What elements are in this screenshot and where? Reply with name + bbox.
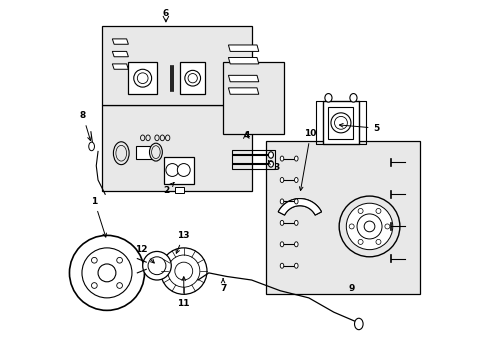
Polygon shape (228, 45, 258, 51)
Ellipse shape (280, 263, 283, 268)
Circle shape (167, 255, 200, 287)
Ellipse shape (280, 220, 283, 225)
Circle shape (142, 251, 171, 280)
Ellipse shape (113, 142, 129, 165)
Circle shape (160, 248, 206, 294)
Ellipse shape (140, 135, 144, 141)
Ellipse shape (294, 263, 298, 268)
Circle shape (375, 208, 380, 213)
Ellipse shape (88, 142, 94, 151)
Circle shape (69, 235, 144, 310)
Polygon shape (112, 64, 128, 69)
Bar (128, 62, 157, 94)
Circle shape (357, 208, 363, 213)
Ellipse shape (280, 156, 283, 161)
Circle shape (98, 264, 116, 282)
Text: 1: 1 (91, 197, 106, 237)
Text: 13: 13 (176, 231, 190, 253)
Circle shape (134, 69, 151, 87)
Circle shape (91, 257, 97, 263)
Polygon shape (228, 75, 258, 82)
Circle shape (339, 196, 399, 257)
Bar (102, 26, 251, 105)
Text: 8: 8 (80, 111, 91, 140)
Ellipse shape (155, 135, 159, 141)
Bar (223, 62, 283, 134)
Polygon shape (278, 199, 321, 215)
Ellipse shape (294, 242, 298, 247)
Text: 12: 12 (134, 245, 154, 263)
Bar (102, 105, 251, 191)
Circle shape (91, 283, 97, 288)
Ellipse shape (165, 135, 169, 141)
Ellipse shape (294, 177, 298, 183)
Ellipse shape (149, 143, 162, 161)
Circle shape (165, 163, 179, 176)
Bar (135, 146, 151, 159)
Circle shape (188, 73, 197, 83)
Text: 11: 11 (177, 277, 190, 308)
Circle shape (177, 163, 190, 176)
Text: 9: 9 (348, 284, 354, 293)
Ellipse shape (280, 199, 283, 204)
Ellipse shape (116, 145, 126, 161)
Ellipse shape (294, 220, 298, 225)
Text: 2: 2 (163, 183, 174, 195)
Bar (180, 62, 205, 94)
Ellipse shape (268, 161, 273, 167)
Ellipse shape (280, 177, 283, 183)
Circle shape (375, 239, 380, 244)
Circle shape (384, 224, 389, 229)
Circle shape (175, 262, 192, 280)
Circle shape (330, 113, 350, 133)
Circle shape (137, 73, 148, 84)
Polygon shape (278, 199, 321, 215)
Ellipse shape (160, 135, 164, 141)
Polygon shape (112, 51, 128, 57)
Circle shape (117, 257, 122, 263)
Text: 5: 5 (339, 123, 379, 133)
Circle shape (357, 239, 363, 244)
Bar (175, 187, 183, 193)
Circle shape (356, 214, 381, 239)
Circle shape (334, 116, 346, 129)
Ellipse shape (145, 135, 150, 141)
Text: 10: 10 (299, 129, 316, 190)
Ellipse shape (354, 318, 363, 330)
Polygon shape (228, 58, 258, 64)
Ellipse shape (324, 94, 331, 102)
Text: 4: 4 (243, 131, 249, 140)
Ellipse shape (294, 199, 298, 204)
Polygon shape (112, 39, 128, 44)
Ellipse shape (294, 156, 298, 161)
Bar (231, 150, 274, 169)
Bar (323, 102, 358, 144)
Ellipse shape (151, 146, 160, 158)
Bar (164, 157, 194, 184)
Bar (265, 141, 419, 294)
Ellipse shape (349, 94, 356, 102)
Ellipse shape (280, 242, 283, 247)
Circle shape (184, 70, 200, 86)
Polygon shape (228, 88, 258, 94)
Circle shape (364, 221, 374, 232)
Ellipse shape (268, 152, 273, 158)
Circle shape (82, 248, 132, 298)
Circle shape (148, 257, 165, 275)
Text: 6: 6 (163, 9, 169, 18)
Text: 7: 7 (220, 279, 226, 293)
Bar (328, 107, 353, 139)
Circle shape (346, 203, 392, 249)
Circle shape (117, 283, 122, 288)
Circle shape (348, 224, 353, 229)
Text: 3: 3 (268, 161, 279, 172)
